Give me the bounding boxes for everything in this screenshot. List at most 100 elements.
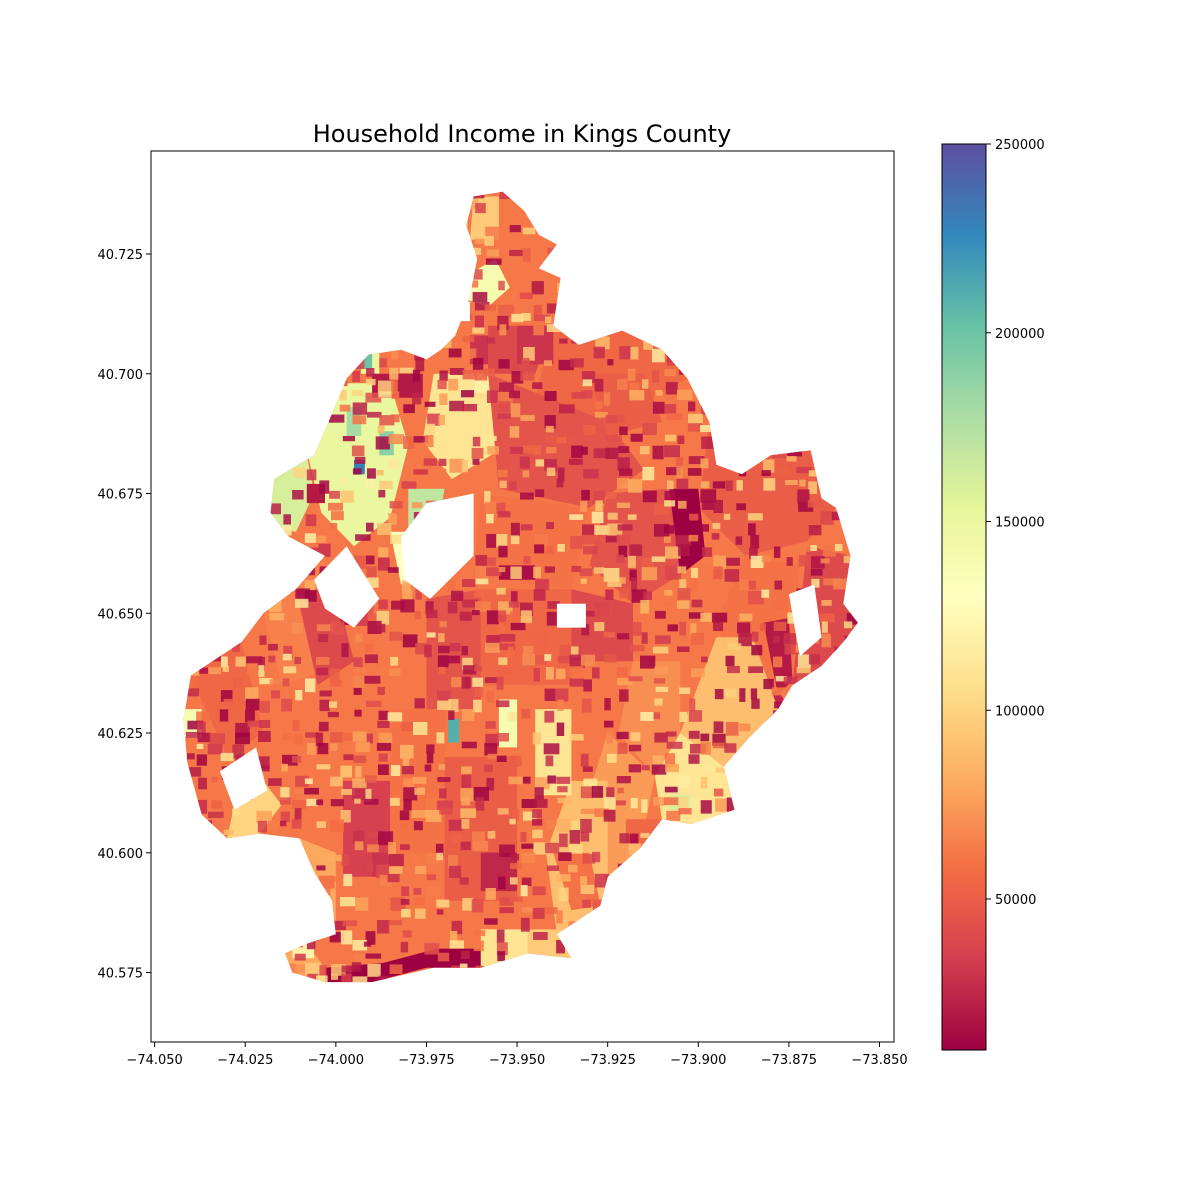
tract-cell: [220, 457, 228, 471]
park-hole: [788, 584, 822, 657]
tract-cell: [403, 799, 412, 811]
chart-title: Household Income in Kings County: [313, 120, 732, 148]
tract-cell: [679, 874, 690, 882]
tract-cell: [235, 732, 250, 745]
tract-cell: [571, 445, 583, 458]
tract-cell: [784, 258, 796, 271]
tract-cell: [606, 787, 615, 800]
tract-cell: [497, 667, 512, 674]
tract-cell: [547, 601, 560, 609]
tract-cell: [667, 413, 683, 420]
tract-cell: [521, 852, 536, 863]
y-tick-label: 40.575: [98, 967, 144, 982]
tract-cell: [857, 830, 858, 838]
tract-cell: [462, 579, 476, 587]
tract-cell: [726, 327, 740, 338]
tract-cell: [342, 247, 357, 261]
tract-cell: [557, 544, 565, 552]
tract-cell: [676, 467, 683, 480]
tract-cell: [797, 315, 813, 328]
tract-cell: [713, 555, 726, 570]
tract-cell: [184, 587, 199, 597]
tract-cell: [736, 337, 746, 350]
tract-cell: [329, 932, 345, 943]
tract-cell: [340, 765, 352, 778]
tract-cell: [197, 721, 206, 735]
tract-cell: [556, 818, 571, 833]
tract-cell: [521, 877, 532, 887]
tract-cell: [545, 667, 554, 680]
tract-cell: [651, 764, 667, 775]
tract-cell: [569, 678, 584, 687]
tract-cell: [283, 666, 297, 674]
tract-cell: [856, 708, 858, 716]
tract-cell: [592, 270, 607, 283]
tract-cell: [448, 710, 455, 720]
tract-cell: [808, 514, 818, 527]
tract-cell: [211, 777, 218, 783]
tract-cell: [475, 688, 484, 697]
tract-cell: [821, 446, 832, 460]
tract-cell: [307, 929, 319, 941]
tract-cell: [199, 611, 214, 619]
tract-cell: [329, 490, 340, 499]
tract-cell: [736, 434, 750, 445]
tract-cell: [773, 324, 781, 337]
tract-cell: [283, 580, 293, 593]
tract-cell: [607, 578, 622, 587]
tract-cell: [339, 404, 351, 412]
tract-cell: [364, 798, 379, 805]
tract-cell: [822, 390, 833, 403]
tract-cell: [342, 732, 357, 741]
tract-cell: [292, 799, 307, 809]
tract-cell: [508, 776, 524, 785]
tract-cell: [605, 589, 614, 600]
y-tick-label: 40.650: [98, 607, 144, 622]
tract-cell: [628, 764, 641, 773]
tract-cell: [451, 920, 463, 935]
tract-cell: [209, 877, 225, 885]
tract-cell: [509, 390, 520, 399]
tract-cell: [366, 555, 375, 565]
tract-cell: [521, 799, 537, 808]
tract-cell: [305, 514, 317, 527]
tract-cell: [615, 554, 625, 563]
tract-cell: [186, 492, 197, 500]
tract-cell: [629, 744, 642, 752]
tract-cell: [860, 283, 868, 294]
tract-cell: [316, 821, 326, 828]
tract-cell: [653, 832, 668, 839]
tract-cell: [342, 302, 358, 309]
tract-cell: [845, 821, 857, 830]
tract-cell: [605, 414, 618, 424]
tract-cell: [352, 468, 362, 475]
tract-cell: [618, 414, 625, 423]
tract-cell: [267, 445, 283, 457]
tract-cell: [700, 800, 712, 814]
tract-cell: [425, 423, 435, 435]
tract-cell: [340, 810, 351, 823]
tract-cell: [390, 534, 405, 544]
tract-cell: [630, 798, 638, 809]
tract-cell: [365, 378, 376, 386]
tract-cell: [759, 774, 767, 786]
tract-cell: [400, 678, 408, 692]
tract-cell: [209, 205, 225, 215]
tract-cell: [354, 798, 361, 804]
tract-cell: [475, 393, 485, 399]
tract-cell: [497, 391, 513, 404]
tract-cell: [797, 962, 808, 973]
tract-cell: [665, 972, 679, 983]
tract-cell: [679, 621, 686, 636]
tract-cell: [700, 481, 710, 489]
tract-cell: [486, 249, 499, 257]
tract-cell: [220, 952, 231, 958]
tract-cell: [510, 854, 520, 861]
tract-cell: [351, 195, 362, 204]
tract-cell: [688, 754, 700, 764]
tract-cell: [388, 866, 403, 874]
tract-cell: [499, 643, 516, 651]
tract-cell: [448, 819, 463, 831]
tract-cell: [750, 688, 758, 700]
tract-cell: [474, 369, 488, 382]
